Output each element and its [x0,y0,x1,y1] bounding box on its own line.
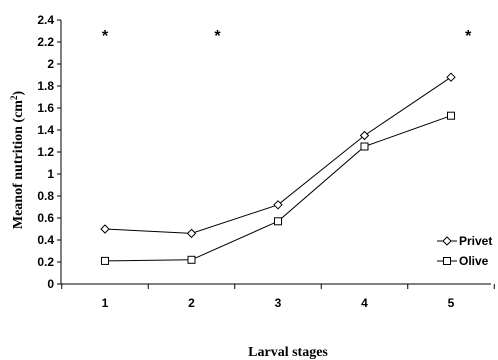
privet-data-point [186,228,197,239]
x-tick-label: 3 [275,296,282,310]
y-axis-title-superscript: 2 [9,95,19,100]
x-tick-label: 2 [188,296,195,310]
y-axis-title-main: Meanof nutrition (cm [11,100,26,229]
olive-data-point [447,111,455,120]
legend-marker-privet [442,236,452,246]
significance-asterisk: * [102,28,109,45]
annotations: * * * [102,28,472,45]
olive-data-point [187,255,196,264]
legend-label-olive: Olive [459,254,489,268]
privet-series-line [104,76,452,234]
olive-data-point [101,256,109,265]
x-axis: 1 2 3 4 5 [61,283,495,310]
y-tick-label: 2.2 [37,35,54,49]
y-tick-label: 2 [47,57,54,71]
legend-label-privet: Privet [459,234,492,248]
y-tick-label: 1.6 [37,101,54,115]
privet-data-point [446,72,456,82]
y-tick-label: 1.4 [37,123,54,137]
olive-series-line [104,115,452,262]
y-tick-label: 0.8 [37,189,54,203]
y-tick-label: 1.8 [37,79,54,93]
privet-data-point [359,130,370,141]
x-axis-title: Larval stages [248,345,328,360]
y-tick-label: 2.4 [37,13,54,27]
olive-data-point [360,142,369,151]
y-tick-label: 1 [47,167,54,181]
y-tick-label: 0 [47,277,54,291]
series-group [100,72,456,265]
y-axis: 0 0.2 0.4 0.6 0.8 1 1.2 1.4 1.6 1.8 2 2.2 2.4 [37,13,62,291]
legend: Privet Olive [437,234,492,268]
y-tick-label: 0.6 [37,211,54,225]
x-tick-label: 1 [102,296,109,310]
y-tick-label: 0.2 [37,255,54,269]
privet-data-point [100,224,110,234]
privet-data-point [273,200,283,210]
y-tick-label: 0.4 [37,233,54,247]
significance-asterisk: * [465,28,472,45]
y-axis-title-tail: ) [11,91,26,96]
y-axis-title: Meanof nutrition (cm2) [9,91,26,230]
x-tick-label: 5 [448,296,455,310]
significance-asterisk: * [214,28,221,45]
legend-marker-olive [443,257,451,265]
olive-data-point [274,217,282,226]
x-tick-label: 4 [361,296,368,310]
y-tick-label: 1.2 [37,145,54,159]
